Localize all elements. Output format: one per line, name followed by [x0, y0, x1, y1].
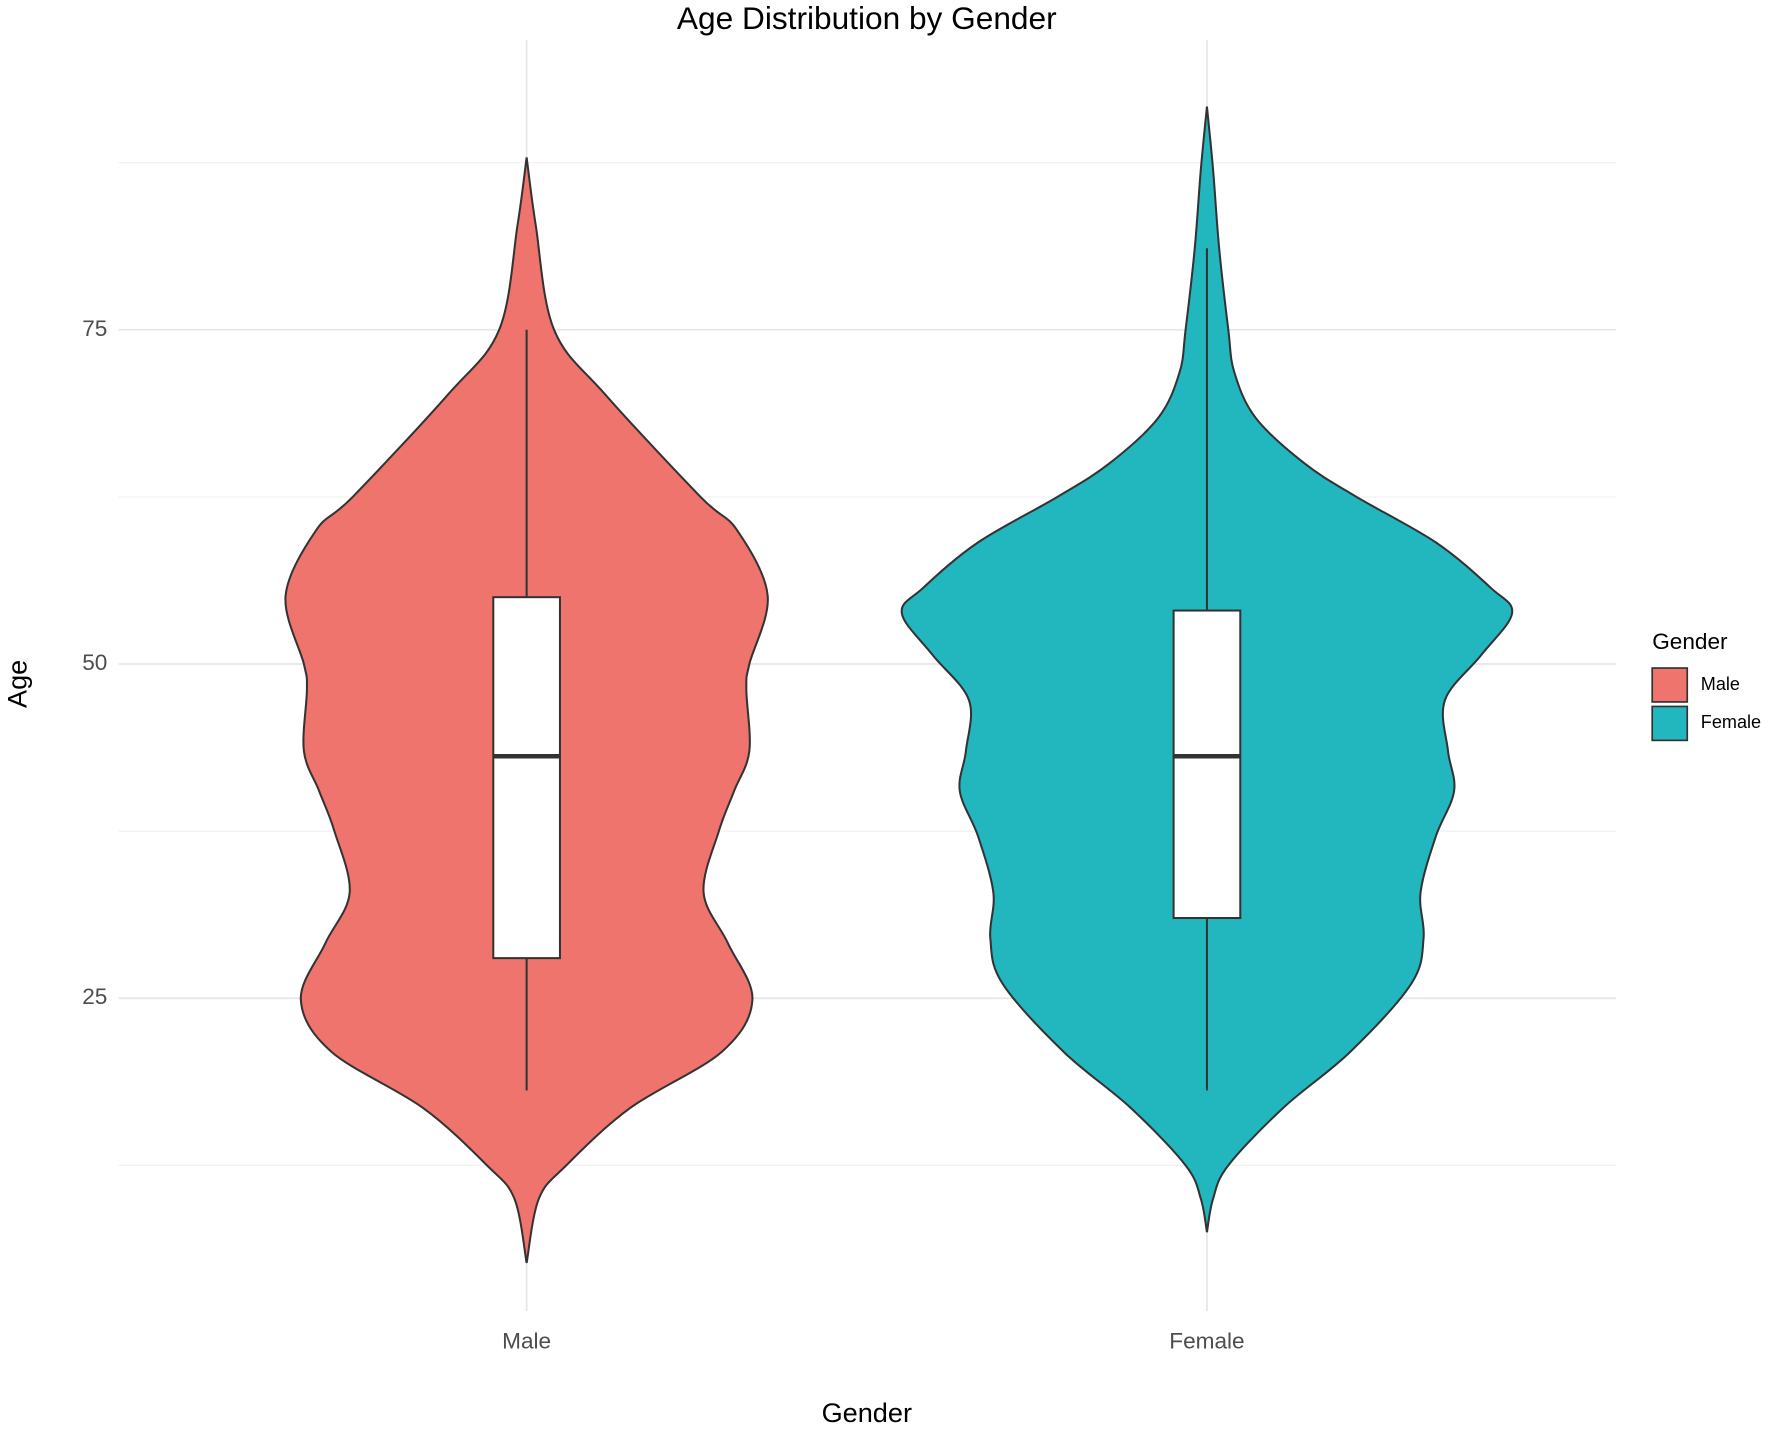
chart-title: Age Distribution by Gender: [677, 0, 1057, 36]
box: [1172, 609, 1242, 920]
y-tick-label: 50: [82, 650, 107, 675]
x-tick-label: Male: [502, 1329, 551, 1354]
legend-key: [1651, 667, 1689, 703]
box: [492, 596, 561, 960]
x-tick-label: Female: [1169, 1329, 1244, 1354]
legend-title: Gender: [1652, 629, 1728, 654]
marks: [284, 106, 1514, 1264]
legend-label: Female: [1701, 712, 1761, 732]
legend-label: Male: [1701, 674, 1740, 694]
x-axis-label: Gender: [822, 1397, 912, 1428]
legend-key: [1651, 705, 1689, 742]
y-tick-label: 25: [82, 984, 107, 1009]
y-axis-label: Age: [1, 660, 32, 708]
y-tick-label: 75: [82, 316, 107, 341]
